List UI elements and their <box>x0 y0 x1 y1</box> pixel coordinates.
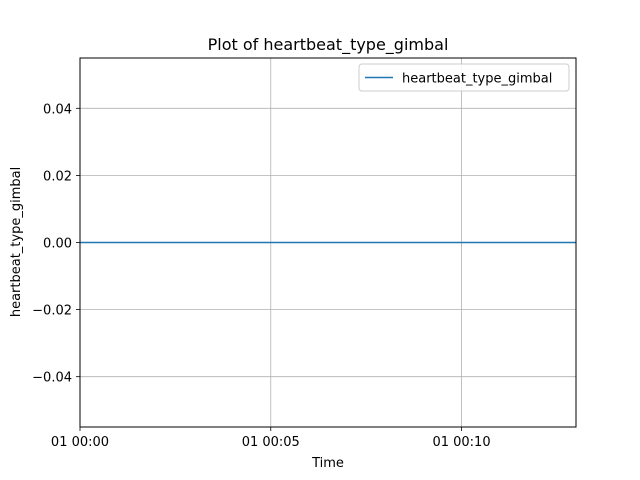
x-axis-label: Time <box>311 456 344 471</box>
y-axis-label: heartbeat_type_gimbal <box>9 167 24 317</box>
legend-box <box>358 63 570 92</box>
y-tick-label: −0.04 <box>32 371 72 386</box>
y-tick-label: 0.00 <box>43 237 72 252</box>
chart-title: Plot of heartbeat_type_gimbal <box>208 35 449 55</box>
y-tick-label: 0.02 <box>43 169 72 184</box>
legend: heartbeat_type_gimbal <box>358 63 570 92</box>
x-axis: 01 00:00 01 00:05 01 00:10 <box>51 427 491 450</box>
x-tick-label: 01 00:00 <box>51 435 109 450</box>
x-tick-label: 01 00:10 <box>432 435 490 450</box>
y-tick-label: −0.02 <box>32 304 72 319</box>
legend-label: heartbeat_type_gimbal <box>402 72 552 87</box>
y-axis: 0.04 0.02 0.00 −0.02 −0.04 <box>32 102 80 386</box>
x-tick-label: 01 00:05 <box>242 435 300 450</box>
y-tick-label: 0.04 <box>43 102 72 117</box>
